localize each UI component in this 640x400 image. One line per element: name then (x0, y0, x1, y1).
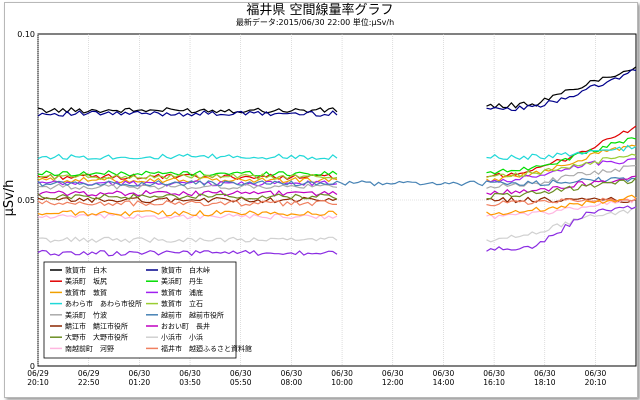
x-tick-label: 06/30 05:50 (230, 369, 252, 387)
y-tick-label: 0 (30, 362, 35, 371)
plot-area: 06/29 20:10 06/29 22:50 06/30 01:20 06/30 03:50… (17, 30, 637, 387)
y-tick-label: 0.10 (17, 30, 35, 39)
legend-entry: あわら市 あわら市役所 (65, 299, 142, 308)
series-line (37, 236, 338, 244)
legend-entry: 敦賀市 浦底 (161, 288, 203, 297)
legend-entry: 南越前町 河野 (65, 344, 114, 353)
x-tick-label: 06/30 10:00 (331, 369, 353, 387)
series-line (486, 205, 637, 252)
legend-entry: 敦賀市 立石 (161, 299, 203, 308)
x-tick-label: 06/29 20:10 (27, 369, 49, 387)
series-line (37, 173, 338, 181)
series-line (37, 193, 338, 200)
series-line (37, 110, 338, 117)
x-tick-label: 06/29 22:50 (78, 369, 100, 387)
series-line (37, 176, 338, 184)
series-line (486, 165, 637, 189)
series-line (37, 176, 637, 187)
legend-entry: 美浜町 坂尻 (65, 277, 107, 286)
series-line (37, 170, 338, 177)
series-line (486, 177, 637, 200)
legend-entry: 美浜町 竹波 (65, 310, 107, 319)
x-tick-label: 06/30 14:00 (433, 369, 455, 387)
series-line (486, 68, 637, 112)
legend-box (43, 261, 237, 359)
series-line (486, 196, 637, 204)
x-tick-label: 06/30 01:20 (129, 369, 151, 387)
series-line (486, 144, 637, 161)
legend-entry: 美浜町 丹生 (161, 277, 203, 286)
series-line (486, 194, 637, 216)
series-line (486, 197, 637, 207)
legend-entry: おおい町 長井 (161, 322, 210, 331)
legend-entry: 敦賀市 白木峠 (161, 266, 210, 275)
x-tick-label: 06/30 18:10 (534, 369, 556, 387)
x-tick-label: 06/30 16:10 (483, 369, 505, 387)
x-tick-label: 06/30 03:50 (179, 369, 201, 387)
series-line (37, 196, 338, 204)
chart-subtitle: 最新データ:2015/06/30 22:00 単位:μSv/h (236, 17, 394, 27)
legend-entry: 小浜市 小浜 (161, 333, 203, 342)
series-line (486, 66, 637, 109)
series-line (486, 158, 637, 183)
series-line (37, 106, 338, 114)
series-line (37, 153, 338, 161)
series-line (486, 153, 637, 178)
x-tick-label: 06/30 12:00 (382, 369, 404, 387)
x-tick-label: 06/30 20:10 (585, 369, 607, 387)
legend-entry: 敦賀市 敦賀 (65, 288, 107, 297)
y-tick-label: 0.05 (17, 196, 35, 205)
series-line (486, 207, 637, 243)
chart-title: 福井県 空間線量率グラフ (246, 2, 393, 18)
legend-entry: 越前市 越前市役所 (161, 310, 224, 319)
legend-entry: 敦賀市 白木 (65, 266, 107, 275)
series-line (486, 196, 637, 220)
series-line (486, 137, 637, 175)
x-tick-label: 06/30 08:00 (281, 369, 303, 387)
series-line (37, 209, 338, 217)
y-axis-label: μSv/h (2, 180, 17, 217)
legend-entry: 大野市 大野市役所 (65, 333, 128, 342)
series-line (37, 200, 337, 207)
legend-entry: 鯖江市 鯖江市役所 (65, 322, 128, 331)
series-line (486, 144, 637, 183)
legend-entry: 福井市 越廼ふるさと資料館 (161, 344, 252, 353)
series-line (37, 249, 338, 257)
series-line (37, 183, 338, 190)
